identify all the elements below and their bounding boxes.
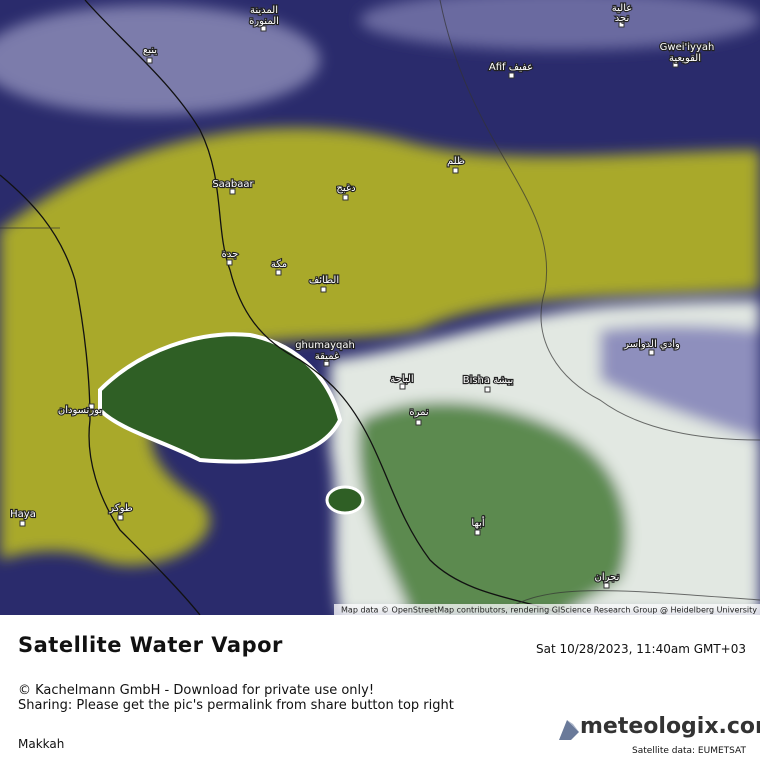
place-label: عالية <box>612 3 632 14</box>
attribution-bg <box>334 604 760 615</box>
place-markers <box>19 21 679 589</box>
place-label: ghumayqah <box>295 340 355 351</box>
place-label: جدة <box>222 249 239 260</box>
place-label: نجد <box>615 13 630 24</box>
place-label: Saabaar <box>212 179 254 190</box>
place-label: المنورة <box>249 16 279 27</box>
place-label: Bisha بيشة <box>463 375 514 386</box>
place-label: بورتسودان <box>58 405 102 416</box>
moist-region <box>325 485 365 515</box>
place-label: المدينة <box>250 5 278 16</box>
vapor-layer <box>0 0 760 615</box>
place-label: Afif عفيف <box>489 62 533 73</box>
copyright: © Kachelmann GmbH - Download for private… <box>18 683 375 698</box>
sharing-note: Sharing: Please get the pic's permalink … <box>18 698 454 713</box>
timestamp: Sat 10/28/2023, 11:40am GMT+03 <box>535 642 746 656</box>
moist-region <box>98 332 343 464</box>
place-label: دغبج <box>336 183 355 194</box>
coastline <box>84 0 561 615</box>
logo-icon <box>559 720 579 740</box>
place-label: الباحة <box>390 374 413 385</box>
region: Makkah <box>18 737 65 751</box>
satellite-map: المدينة المنورة ينبع عالية نجد Gwei'iyya… <box>0 0 760 615</box>
place-label: Haya <box>10 509 36 520</box>
place-label: Gwei'iyyah <box>660 42 715 53</box>
place-label: القويعية <box>669 53 701 64</box>
place-label: وادي الدواسر <box>623 339 680 350</box>
place-label: مكة <box>271 259 287 270</box>
border <box>0 0 760 615</box>
attribution: Map data © OpenStreetMap contributors, r… <box>341 606 757 615</box>
place-label: نجران <box>595 572 620 583</box>
coastline <box>0 174 201 615</box>
place-label: نمرة <box>409 407 428 418</box>
footer: Satellite Water Vapor Sat 10/28/2023, 11… <box>0 615 760 760</box>
title: Satellite Water Vapor <box>18 633 283 657</box>
place-label: غميقة <box>315 351 339 362</box>
place-label: الطائف <box>309 275 339 286</box>
place-label: أبها <box>471 516 484 529</box>
data-source: Satellite data: EUMETSAT <box>632 746 746 756</box>
logo: meteologix.com <box>580 714 760 739</box>
place-label: ظلم <box>447 156 465 167</box>
place-label: طوكر <box>108 503 132 514</box>
place-label: ينبع <box>143 45 157 56</box>
